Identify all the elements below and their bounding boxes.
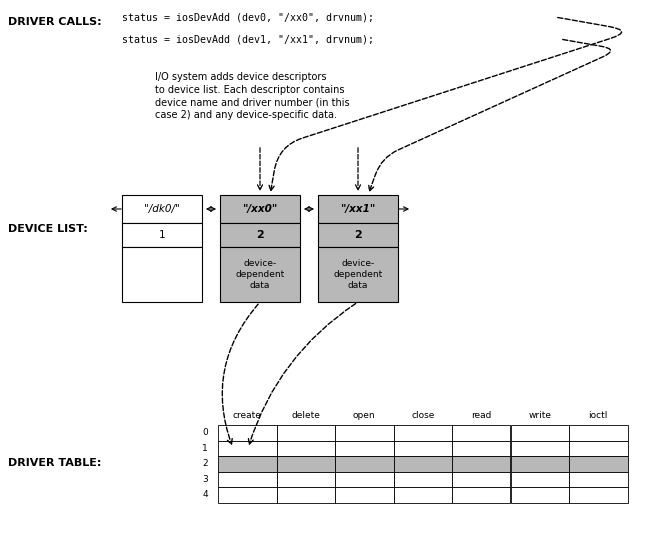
Text: open: open — [353, 410, 376, 420]
Text: device-
dependent
data: device- dependent data — [235, 259, 284, 290]
Bar — [220, 195, 300, 223]
Text: "/dk0/": "/dk0/" — [144, 204, 180, 214]
Text: device-
dependent
data: device- dependent data — [333, 259, 382, 290]
Bar — [569, 425, 627, 440]
Bar — [394, 456, 452, 472]
Text: ioctl: ioctl — [589, 410, 608, 420]
Bar — [218, 456, 277, 472]
Bar — [318, 195, 398, 223]
Text: 4: 4 — [202, 490, 208, 499]
Bar — [452, 456, 510, 472]
Bar — [452, 487, 510, 503]
Bar — [394, 425, 452, 440]
Text: 2: 2 — [354, 230, 362, 240]
Bar — [220, 223, 300, 247]
Bar — [452, 440, 510, 456]
Bar — [318, 223, 398, 247]
Text: 2: 2 — [202, 459, 208, 468]
Bar — [277, 487, 335, 503]
Bar — [510, 425, 569, 440]
Text: delete: delete — [291, 410, 320, 420]
Text: DRIVER CALLS:: DRIVER CALLS: — [8, 17, 102, 27]
Bar — [220, 247, 300, 302]
Text: 0: 0 — [202, 428, 208, 437]
Bar — [569, 456, 627, 472]
Text: I/O system adds device descriptors
to device list. Each descriptor contains
devi: I/O system adds device descriptors to de… — [155, 72, 350, 120]
Bar — [510, 487, 569, 503]
Bar — [218, 487, 277, 503]
Text: create: create — [233, 410, 261, 420]
Text: DEVICE LIST:: DEVICE LIST: — [8, 224, 88, 234]
Bar — [569, 440, 627, 456]
Text: 1: 1 — [159, 230, 166, 240]
Text: status = iosDevAdd (dev1, "/xx1", drvnum);: status = iosDevAdd (dev1, "/xx1", drvnum… — [122, 34, 374, 44]
Bar — [394, 472, 452, 487]
Bar — [218, 425, 277, 440]
Bar — [122, 223, 202, 247]
Bar — [452, 425, 510, 440]
Text: 3: 3 — [202, 475, 208, 484]
Bar — [394, 440, 452, 456]
Bar — [452, 472, 510, 487]
Bar — [277, 440, 335, 456]
Bar — [122, 195, 202, 223]
Bar — [277, 472, 335, 487]
Text: status = iosDevAdd (dev0, "/xx0", drvnum);: status = iosDevAdd (dev0, "/xx0", drvnum… — [122, 12, 374, 22]
Bar — [510, 456, 569, 472]
Bar — [122, 247, 202, 302]
Text: read: read — [471, 410, 491, 420]
Bar — [335, 487, 394, 503]
Text: close: close — [411, 410, 434, 420]
Bar — [569, 472, 627, 487]
Text: "/xx1": "/xx1" — [340, 204, 376, 214]
Bar — [218, 440, 277, 456]
Bar — [335, 440, 394, 456]
Bar — [335, 425, 394, 440]
Bar — [277, 425, 335, 440]
Bar — [277, 456, 335, 472]
Bar — [335, 472, 394, 487]
Bar — [218, 472, 277, 487]
Bar — [335, 456, 394, 472]
Text: write: write — [528, 410, 551, 420]
Bar — [510, 440, 569, 456]
Text: "/xx0": "/xx0" — [242, 204, 278, 214]
Bar — [569, 487, 627, 503]
Text: 1: 1 — [202, 444, 208, 453]
Text: DRIVER TABLE:: DRIVER TABLE: — [8, 458, 101, 468]
Bar — [394, 487, 452, 503]
Text: 2: 2 — [256, 230, 264, 240]
Bar — [510, 472, 569, 487]
Bar — [318, 247, 398, 302]
